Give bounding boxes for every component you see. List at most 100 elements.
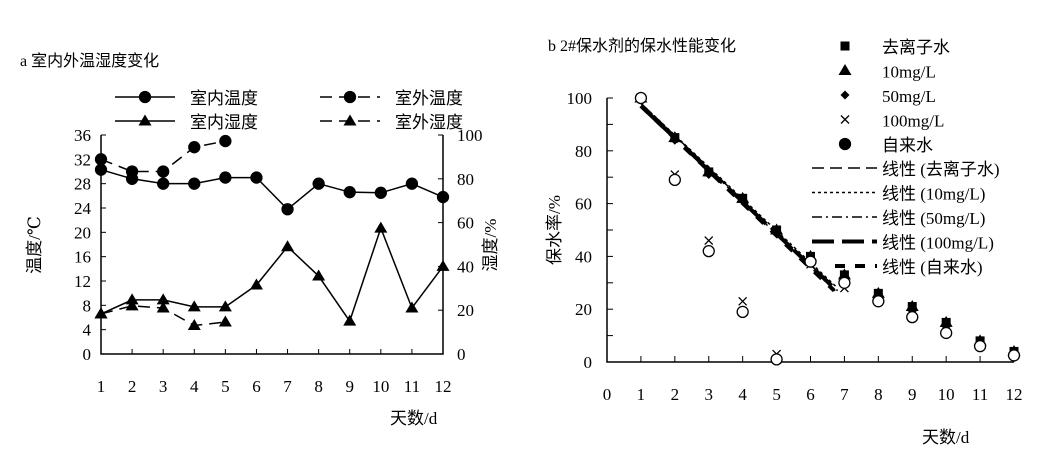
data-point-2 (772, 228, 782, 238)
x-tick-label: 12 (435, 377, 452, 396)
data-point (281, 203, 294, 216)
data-point-4 (1007, 349, 1021, 362)
y-tick-label: 24 (74, 199, 92, 218)
data-point (374, 186, 387, 199)
y2-tick-label: 80 (457, 170, 474, 189)
chart-b-ylabel: 保水率/% (545, 195, 564, 265)
data-point (436, 190, 450, 204)
x-tick-label: 11 (404, 377, 420, 396)
data-point-3 (738, 296, 748, 306)
data-point-4 (634, 91, 648, 105)
legend-marker (138, 90, 152, 104)
data-point (125, 299, 139, 311)
legend-marker (343, 114, 357, 126)
x-tick-label: 8 (314, 377, 323, 396)
legend-label: 线性 (去离子水) (882, 160, 1000, 179)
legend-label: 线性 (自来水) (882, 258, 983, 277)
data-point (219, 171, 232, 184)
x-tick-label: 6 (252, 377, 261, 396)
legend-label: 自来水 (882, 136, 933, 155)
legend-label: 线性 (50mg/L) (882, 209, 985, 228)
data-point-4 (906, 310, 919, 324)
data-point (94, 307, 108, 319)
data-point (157, 177, 170, 190)
data-point (187, 319, 201, 331)
data-point-2 (670, 135, 680, 145)
data-point-4 (668, 173, 681, 186)
y-tick-label: 40 (575, 247, 592, 266)
data-point-4 (838, 276, 851, 289)
data-point (156, 301, 170, 313)
data-point-2 (738, 196, 748, 206)
x-tick-label: 8 (874, 385, 883, 404)
legend-label: 室外湿度 (395, 113, 463, 132)
y-tick-label: 60 (575, 195, 592, 214)
data-point-4 (940, 326, 953, 340)
data-point-4 (872, 295, 885, 308)
legend-marker (343, 90, 357, 104)
legend-label: 10mg/L (882, 63, 936, 82)
x-tick-label: 7 (283, 377, 292, 396)
legend-label: 室内湿度 (190, 113, 258, 132)
x-tick-label: 4 (738, 385, 747, 404)
legend-label: 室外温度 (395, 89, 463, 108)
data-point (250, 171, 263, 184)
series-line-0 (100, 168, 444, 211)
data-point-4 (804, 255, 817, 268)
y-tick-label: 80 (575, 142, 592, 161)
data-point-4 (973, 340, 987, 353)
y-tick-label: 16 (74, 248, 91, 267)
legend-marker (840, 41, 850, 51)
x-tick-label: 0 (603, 385, 612, 404)
y2-tick-label: 40 (457, 257, 474, 276)
chart-a-y2label: 湿度/% (481, 219, 500, 272)
data-point (343, 186, 356, 199)
data-point (405, 177, 419, 190)
data-point-4 (770, 353, 783, 366)
x-tick-label: 9 (345, 377, 354, 396)
data-point (312, 177, 325, 190)
x-tick-label: 3 (159, 377, 168, 396)
legend-marker (840, 115, 850, 124)
y-tick-label: 8 (83, 296, 92, 315)
y-tick-label: 0 (584, 353, 593, 372)
y-tick-label: 100 (567, 89, 593, 108)
legend-label: 100mg/L (882, 112, 944, 131)
x-tick-label: 5 (221, 377, 230, 396)
y-tick-label: 28 (74, 175, 91, 194)
axes (606, 98, 1014, 363)
x-tick-label: 2 (671, 385, 680, 404)
series-line-2 (100, 225, 444, 323)
plot-frame (100, 135, 444, 355)
data-point (125, 293, 139, 305)
legend-marker (840, 90, 850, 100)
data-point (405, 301, 419, 313)
y-tick-label: 20 (575, 300, 592, 319)
legend-label: 线性 (10mg/L) (882, 185, 985, 204)
chart-b-xlabel: 天数/d (922, 428, 970, 447)
legend-marker (838, 64, 852, 75)
x-tick-label: 10 (372, 377, 389, 396)
data-point (218, 300, 232, 312)
x-tick-label: 6 (806, 385, 815, 404)
chart-a-ylabel: 温度/℃ (25, 216, 44, 274)
x-tick-label: 10 (938, 385, 955, 404)
data-point (249, 278, 263, 290)
data-point (374, 221, 388, 233)
y2-tick-label: 0 (457, 345, 466, 364)
x-tick-label: 4 (190, 377, 199, 396)
data-point-4 (702, 244, 715, 258)
data-point (281, 240, 295, 252)
y2-tick-label: 20 (457, 301, 474, 320)
y-tick-label: 0 (83, 345, 92, 364)
data-point (219, 134, 232, 148)
legend-label: 线性 (100mg/L) (882, 234, 994, 253)
legend-marker (138, 114, 152, 126)
data-point (157, 165, 170, 178)
x-tick-label: 5 (772, 385, 781, 404)
legend-marker (838, 137, 852, 151)
data-point (94, 153, 108, 166)
legend-label: 去离子水 (882, 38, 950, 57)
data-point (188, 141, 201, 154)
